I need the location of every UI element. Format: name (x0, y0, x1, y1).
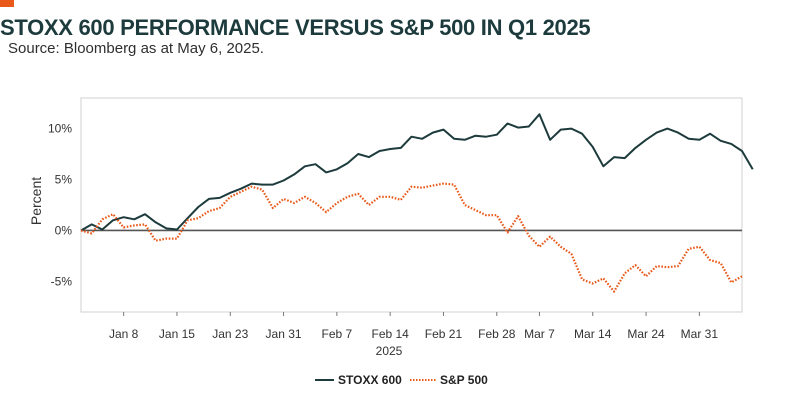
y-axis-label: Percent (28, 177, 44, 225)
x-tick-label: Jan 31 (266, 327, 302, 341)
x-tick-label: Feb 7 (322, 327, 353, 341)
x-tick-label: Jan 8 (109, 327, 139, 341)
x-axis-ticks: Jan 8 Jan 15 Jan 23 Jan 31 Feb 7 Feb 14 Feb 21… (109, 312, 718, 341)
legend: STOXX 600 S&P 500 (315, 373, 488, 387)
chart-title: STOXX 600 PERFORMANCE VERSUS S&P 500 IN … (0, 15, 591, 40)
x-tick-label: Feb 28 (478, 327, 516, 341)
x-tick-label: Jan 15 (159, 327, 195, 341)
series-line-stoxx-600 (80, 113, 754, 232)
brand-accent-bar (0, 0, 14, 7)
x-tick-label: Jan 23 (212, 327, 248, 341)
y-tick-label: 5% (55, 173, 73, 187)
legend-label-sp500: S&P 500 (440, 373, 488, 387)
x-tick-label: Mar 24 (627, 327, 665, 341)
y-tick-label: 0% (55, 223, 73, 237)
y-tick-label: -5% (51, 274, 73, 288)
y-tick-label: 10% (48, 122, 72, 136)
plot-area (80, 97, 743, 313)
x-year-label: 2025 (376, 344, 403, 358)
y-axis-ticks: 10% 5% 0% -5% (48, 122, 72, 289)
x-tick-label: Feb 21 (425, 327, 463, 341)
series-layer (80, 113, 754, 293)
x-tick-label: Mar 31 (681, 327, 719, 341)
x-tick-label: Mar 14 (574, 327, 612, 341)
chart-subtitle: Source: Bloomberg as at May 6, 2025. (8, 40, 264, 57)
legend-label-stoxx: STOXX 600 (338, 373, 402, 387)
series-line-sp-500 (80, 182, 743, 293)
x-tick-label: Feb 14 (371, 327, 409, 341)
x-tick-label: Mar 7 (524, 327, 555, 341)
